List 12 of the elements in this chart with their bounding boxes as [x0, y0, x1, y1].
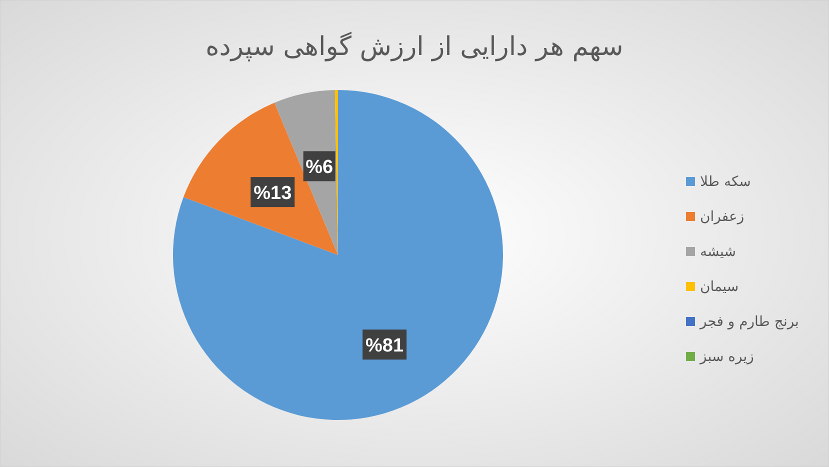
data-label: %81 [366, 336, 404, 357]
data-label: %13 [254, 183, 292, 204]
legend-label: سکه طلا [700, 174, 751, 190]
legend-label: شیشه [700, 244, 736, 260]
legend-label: برنج طارم و فجر [699, 314, 799, 330]
pie-slice [183, 102, 338, 255]
data-label: %6 [306, 157, 334, 178]
pie-slice [173, 90, 503, 420]
legend-label: سیمان [700, 279, 739, 295]
legend-label: زیره سبز [699, 349, 754, 365]
chart-title: سهم هر دارایی از ارزش گواهی سپرده [206, 31, 624, 62]
legend-label: زعفران [700, 209, 744, 225]
